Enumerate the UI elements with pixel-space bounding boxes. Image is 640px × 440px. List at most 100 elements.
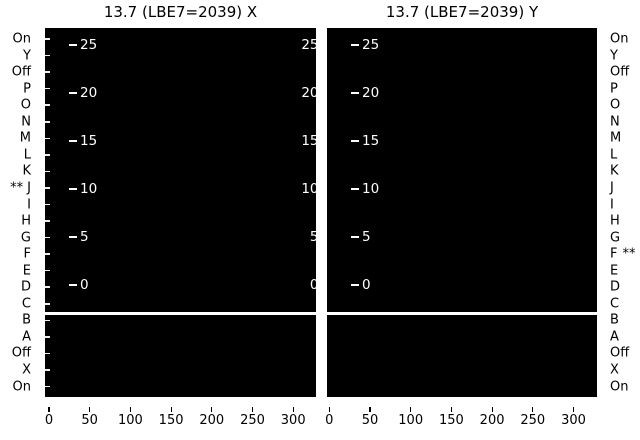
- row-tick: [45, 187, 50, 189]
- y-axis-label-left: On: [12, 31, 31, 47]
- x-tick-mark: [491, 407, 493, 412]
- y-axis-label-right: M: [610, 130, 622, 146]
- y-axis-label-right: N: [610, 114, 620, 130]
- y-axis-label-right: Y: [610, 48, 618, 64]
- y-axis-label-right: Off: [610, 345, 630, 361]
- x-tick-mark: [170, 407, 172, 412]
- y-axis-label-right: E: [610, 263, 619, 279]
- y-axis-label-left: On: [12, 379, 31, 395]
- x-tick-label: 150: [158, 413, 184, 428]
- marked-channel-indicator: **: [622, 246, 636, 262]
- row-tick: [45, 220, 50, 222]
- inner-y-tick-dash: [350, 44, 359, 46]
- x-tick-mark: [410, 407, 412, 412]
- y-axis-label-left: G: [20, 230, 31, 246]
- x-tick-mark: [48, 407, 50, 412]
- y-axis-label-left: ** J: [10, 180, 31, 196]
- row-tick: [45, 137, 50, 140]
- row-tick: [45, 336, 50, 338]
- x-tick-mark: [369, 407, 371, 412]
- y-axis-label-right: F **: [610, 246, 636, 262]
- plot-panel-y: 25 20 15 10 5 0: [327, 28, 597, 397]
- inner-y-tick-label: 15: [362, 133, 380, 149]
- x-tick-mark: [450, 407, 453, 412]
- inner-y-tick-dash: [350, 92, 359, 94]
- inner-y-tick-label: 20: [80, 85, 98, 101]
- panel-separator-line: [327, 311, 597, 315]
- y-axis-label-left: Off: [11, 345, 31, 361]
- inner-y-tick-dash: [68, 284, 77, 286]
- y-axis-label-right: A: [610, 329, 619, 345]
- y-axis-label-left: N: [21, 114, 31, 130]
- x-tick-label: 300: [561, 413, 586, 428]
- row-tick: [45, 385, 50, 388]
- x-tick-mark: [292, 407, 294, 412]
- row-tick: [45, 369, 50, 371]
- y-axis-label-left: C: [21, 296, 31, 312]
- y-axis-label-right: On: [610, 31, 629, 47]
- inner-y-tick-dash: [68, 44, 77, 46]
- y-axis-label-left: E: [22, 263, 31, 279]
- y-axis-label-right: K: [610, 163, 619, 179]
- row-tick: [45, 269, 50, 272]
- x-tick-mark: [129, 407, 132, 412]
- inner-y-tick-label: 5: [80, 229, 89, 245]
- right-panel-title: 13.7 (LBE7=2039) Y: [385, 3, 539, 21]
- inner-y-tick-dash: [350, 284, 359, 286]
- marked-channel-indicator: **: [10, 180, 24, 196]
- inner-y-tick-dash: [350, 236, 359, 238]
- inner-y-tick-dash: [68, 188, 77, 190]
- inner-y-tick-dash: [68, 236, 77, 238]
- y-axis-label-right: J: [610, 180, 614, 196]
- x-tick-mark: [532, 407, 534, 412]
- x-tick-label: 250: [520, 413, 546, 428]
- row-tick: [45, 303, 50, 305]
- y-tick-label-right-edge: 10: [301, 181, 316, 197]
- inner-y-tick-dash: [350, 188, 359, 190]
- y-axis-label-left: A: [22, 329, 31, 345]
- y-axis-label-right: D: [610, 279, 621, 295]
- y-axis-label-left: Y: [23, 48, 31, 64]
- y-axis-label-left: Off: [11, 64, 31, 80]
- y-axis-label-left: H: [21, 213, 31, 229]
- inner-y-tick-label: 15: [80, 133, 98, 149]
- row-tick: [45, 253, 50, 255]
- x-tick-label: 150: [438, 413, 464, 428]
- row-tick: [45, 286, 50, 289]
- y-tick-label-right-edge: 15: [301, 133, 316, 149]
- y-axis-label-right: O: [610, 97, 621, 113]
- y-axis-label-right: B: [610, 312, 619, 328]
- x-tick-label: 0: [44, 413, 54, 428]
- x-tick-label: 50: [81, 413, 98, 428]
- inner-y-tick-label: 10: [80, 181, 98, 197]
- inner-y-tick-label: 25: [80, 37, 98, 53]
- x-tick-mark: [89, 407, 91, 412]
- x-tick-label: 200: [479, 413, 505, 428]
- y-axis-label-left: B: [22, 312, 31, 328]
- y-axis-label-left: P: [23, 81, 31, 97]
- x-tick-mark: [211, 407, 213, 412]
- row-tick: [45, 120, 50, 123]
- y-axis-label-right: I: [610, 197, 614, 212]
- y-axis-label-left: I: [27, 197, 31, 212]
- row-tick: [45, 71, 50, 73]
- y-axis-label-right: X: [610, 362, 619, 378]
- y-tick-label-right-edge: 5: [309, 229, 316, 245]
- row-tick: [45, 104, 50, 106]
- y-axis-label-right: Off: [610, 64, 630, 80]
- y-axis-label-right: H: [610, 213, 620, 229]
- x-tick-mark: [251, 407, 254, 412]
- inner-y-tick-dash: [68, 92, 77, 94]
- row-tick: [45, 352, 50, 355]
- y-axis-label-right: L: [610, 147, 618, 163]
- y-axis-label-left: O: [20, 97, 31, 113]
- row-tick: [45, 38, 50, 40]
- y-axis-label-left: M: [19, 130, 31, 146]
- row-tick: [45, 170, 50, 173]
- row-tick: [45, 236, 50, 239]
- row-tick: [45, 54, 50, 57]
- x-tick-label: 0: [325, 413, 334, 428]
- y-axis-label-left: K: [22, 163, 31, 179]
- x-tick-label: 200: [199, 413, 225, 428]
